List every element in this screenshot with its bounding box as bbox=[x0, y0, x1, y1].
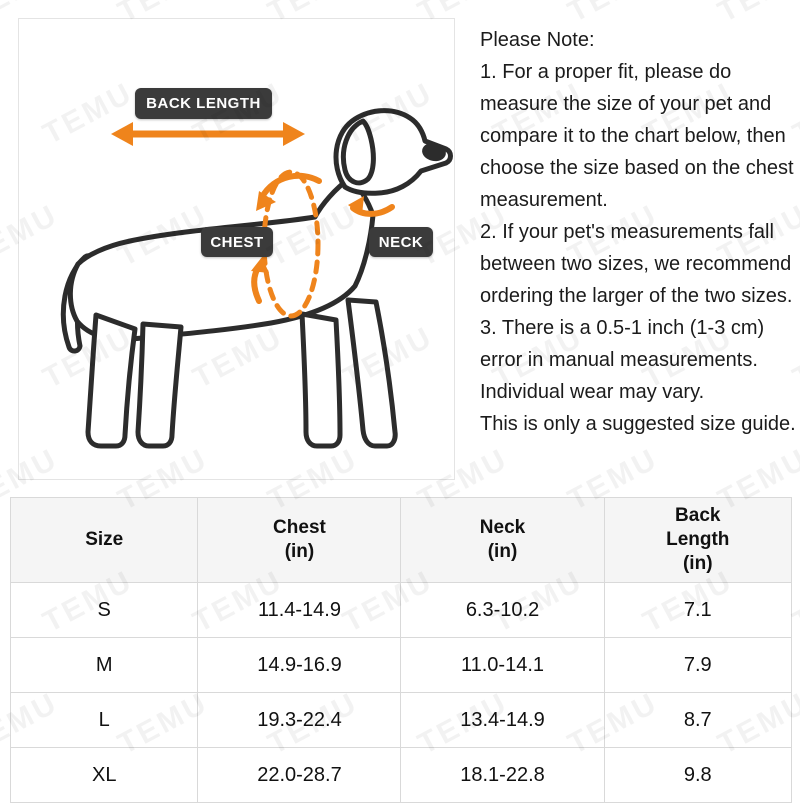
back-length-arrowhead-right bbox=[283, 122, 305, 146]
header-row: Size Chest (in) Neck (in) Back Length (i… bbox=[9, 497, 793, 583]
cell-neck: 11.0-14.1 bbox=[400, 637, 605, 693]
note-line-2: 2. If your pet's measurements fall betwe… bbox=[480, 221, 793, 307]
cell-size: M bbox=[9, 637, 199, 693]
chest-arrowhead bbox=[251, 257, 269, 273]
cell-neck: 6.3-10.2 bbox=[400, 582, 605, 638]
size-table-container: Size Chest (in) Neck (in) Back Length (i… bbox=[9, 497, 793, 803]
cell-neck: 18.1-22.8 bbox=[400, 747, 605, 803]
back-length-badge: BACK LENGTH bbox=[135, 88, 272, 119]
header-size: Size bbox=[9, 497, 199, 583]
cell-chest: 14.9-16.9 bbox=[197, 637, 402, 693]
dog-hind-leg-near bbox=[135, 321, 184, 449]
cell-back-length: 7.1 bbox=[603, 582, 793, 638]
notes-block: Please Note: 1. For a proper fit, please… bbox=[480, 24, 798, 440]
cell-back-length: 7.9 bbox=[603, 637, 793, 693]
cell-size: L bbox=[9, 692, 199, 748]
dog-front-leg-far bbox=[299, 311, 343, 449]
dog-measurement-diagram bbox=[60, 108, 453, 449]
header-neck: Neck (in) bbox=[400, 497, 605, 583]
cell-neck: 13.4-14.9 bbox=[400, 692, 605, 748]
chest-badge: CHEST bbox=[201, 227, 273, 257]
neck-arrowhead bbox=[348, 196, 364, 215]
note-line-4: This is only a suggested size guide. bbox=[480, 413, 796, 435]
note-line-3: 3. There is a 0.5-1 inch (1-3 cm) error … bbox=[480, 317, 765, 403]
cell-back-length: 9.8 bbox=[603, 747, 793, 803]
size-table: Size Chest (in) Neck (in) Back Length (i… bbox=[9, 497, 793, 803]
cell-back-length: 8.7 bbox=[603, 692, 793, 748]
dog-nose bbox=[422, 142, 446, 162]
neck-badge: NECK bbox=[369, 227, 433, 257]
header-back-length: Back Length (in) bbox=[603, 497, 793, 583]
dog-outline bbox=[60, 108, 453, 449]
size-table-body: S 11.4-14.9 6.3-10.2 7.1 M 14.9-16.9 11.… bbox=[9, 582, 793, 803]
dog-ear bbox=[340, 118, 376, 186]
cell-chest: 22.0-28.7 bbox=[197, 747, 402, 803]
shoulder-curve-arrow bbox=[259, 172, 322, 200]
cell-size: XL bbox=[9, 747, 199, 803]
cell-chest: 19.3-22.4 bbox=[197, 692, 402, 748]
arrowheads bbox=[111, 122, 364, 273]
cell-chest: 11.4-14.9 bbox=[197, 582, 402, 638]
table-row-xl: XL 22.0-28.7 18.1-22.8 9.8 bbox=[9, 747, 793, 803]
size-table-header: Size Chest (in) Neck (in) Back Length (i… bbox=[9, 497, 793, 583]
cell-size: S bbox=[9, 582, 199, 638]
note-line-1: 1. For a proper fit, please do measure t… bbox=[480, 61, 794, 211]
dog-body bbox=[67, 175, 376, 343]
header-chest: Chest (in) bbox=[197, 497, 402, 583]
measurement-illustration-box: BACK LENGTH CHEST NECK bbox=[18, 18, 455, 480]
notes-title: Please Note: bbox=[480, 29, 595, 51]
table-row-l: L 19.3-22.4 13.4-14.9 8.7 bbox=[9, 692, 793, 748]
table-row-s: S 11.4-14.9 6.3-10.2 7.1 bbox=[9, 582, 793, 638]
shoulder-arrowhead bbox=[256, 191, 276, 211]
table-row-m: M 14.9-16.9 11.0-14.1 7.9 bbox=[9, 637, 793, 693]
back-length-arrowhead-left bbox=[111, 122, 133, 146]
dog-front-leg-near bbox=[345, 297, 398, 449]
dog-hind-leg-far bbox=[85, 312, 138, 449]
